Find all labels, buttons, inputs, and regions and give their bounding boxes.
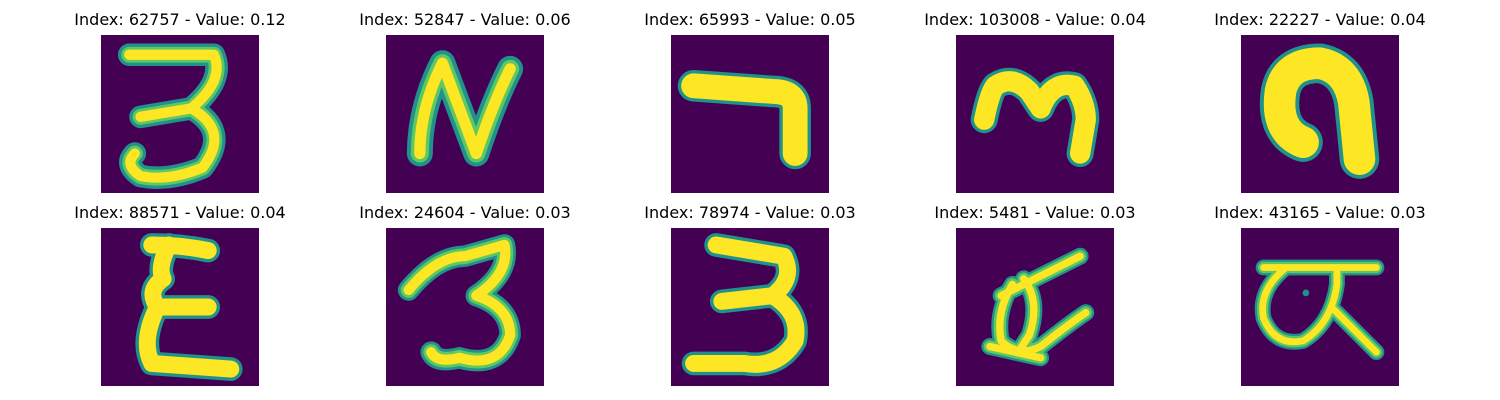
panel-title: Index: 52847 - Value: 0.06: [359, 10, 571, 29]
panel-10: Index: 43165 - Value: 0.03: [1178, 203, 1462, 389]
panel-title: Index: 65993 - Value: 0.05: [644, 10, 856, 29]
panel-title: Index: 24604 - Value: 0.03: [359, 203, 571, 222]
panel-3: Index: 65993 - Value: 0.05: [608, 10, 892, 196]
alpha-glyph-image: [1241, 228, 1399, 386]
panel-title: Index: 88571 - Value: 0.04: [74, 203, 286, 222]
panel-title: Index: 22227 - Value: 0.04: [1214, 10, 1426, 29]
scribble-glyph-image: [956, 228, 1114, 386]
letter-m-image: [956, 35, 1114, 193]
panel-title: Index: 62757 - Value: 0.12: [74, 10, 286, 29]
letter-n-image: [386, 35, 544, 193]
panel-4: Index: 103008 - Value: 0.04: [893, 10, 1177, 196]
hook-stroke-image: [671, 35, 829, 193]
panel-9: Index: 5481 - Value: 0.03: [893, 203, 1177, 389]
panel-6: Index: 88571 - Value: 0.04: [38, 203, 322, 389]
ink-dot: [1302, 289, 1310, 297]
panel-title: Index: 43165 - Value: 0.03: [1214, 203, 1426, 222]
panel-2: Index: 52847 - Value: 0.06: [323, 10, 607, 196]
digit-3-image: [386, 228, 544, 386]
panel-8: Index: 78974 - Value: 0.03: [608, 203, 892, 389]
panel-title: Index: 103008 - Value: 0.04: [924, 10, 1146, 29]
panel-5: Index: 22227 - Value: 0.04: [1178, 10, 1462, 196]
panel-title: Index: 5481 - Value: 0.03: [934, 203, 1136, 222]
panel-1: Index: 62757 - Value: 0.12: [38, 10, 322, 196]
thick-arch-image: [1241, 35, 1399, 193]
panel-7: Index: 24604 - Value: 0.03: [323, 203, 607, 389]
digit-3-image: [671, 228, 829, 386]
panel-title: Index: 78974 - Value: 0.03: [644, 203, 856, 222]
letter-e-image: [101, 228, 259, 386]
digit-3-image: [101, 35, 259, 193]
